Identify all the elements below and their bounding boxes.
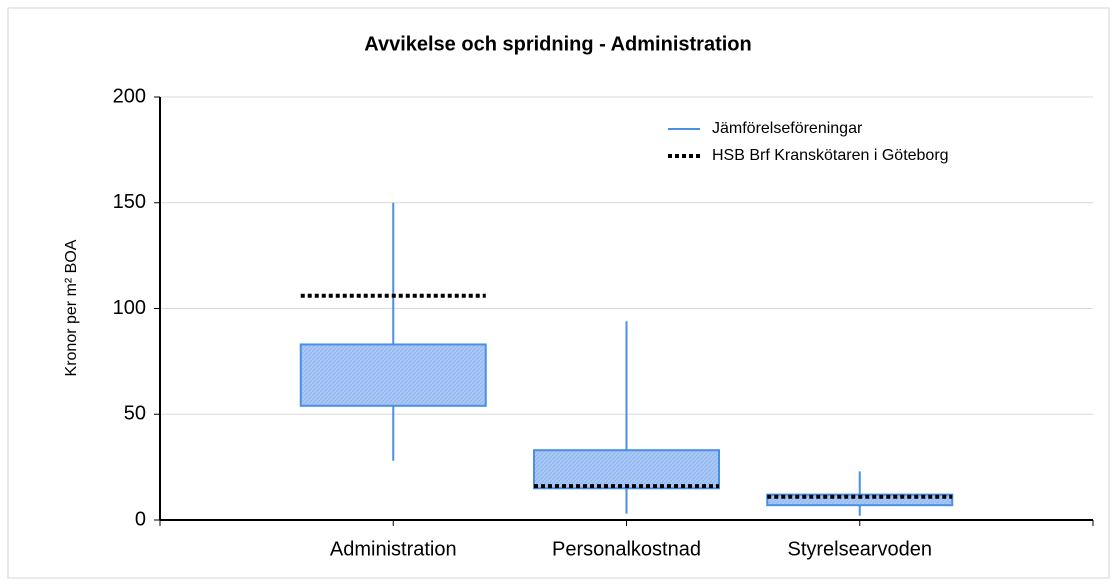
- frame: [7, 7, 1110, 579]
- x-tick-label: Administration: [330, 538, 457, 560]
- x-tick-label: Personalkostnad: [552, 538, 701, 560]
- box: [299, 343, 487, 407]
- y-tick-label: 200: [113, 85, 146, 107]
- legend-label: HSB Brf Kranskötaren i Göteborg: [712, 147, 949, 164]
- y-tick-label: 150: [113, 191, 146, 213]
- x-tick-label: Styrelsearvoden: [787, 538, 932, 560]
- box: [533, 449, 720, 490]
- y-tick-label: 100: [113, 297, 146, 319]
- y-axis-label: Kronor per m² BOA: [63, 239, 80, 376]
- chart-title: Avvikelse och spridning - Administration: [364, 33, 751, 55]
- y-tick-label: 0: [135, 508, 146, 530]
- legend-label: Jämförelseföreningar: [712, 120, 863, 137]
- y-tick-label: 50: [124, 403, 146, 425]
- box: [766, 493, 954, 507]
